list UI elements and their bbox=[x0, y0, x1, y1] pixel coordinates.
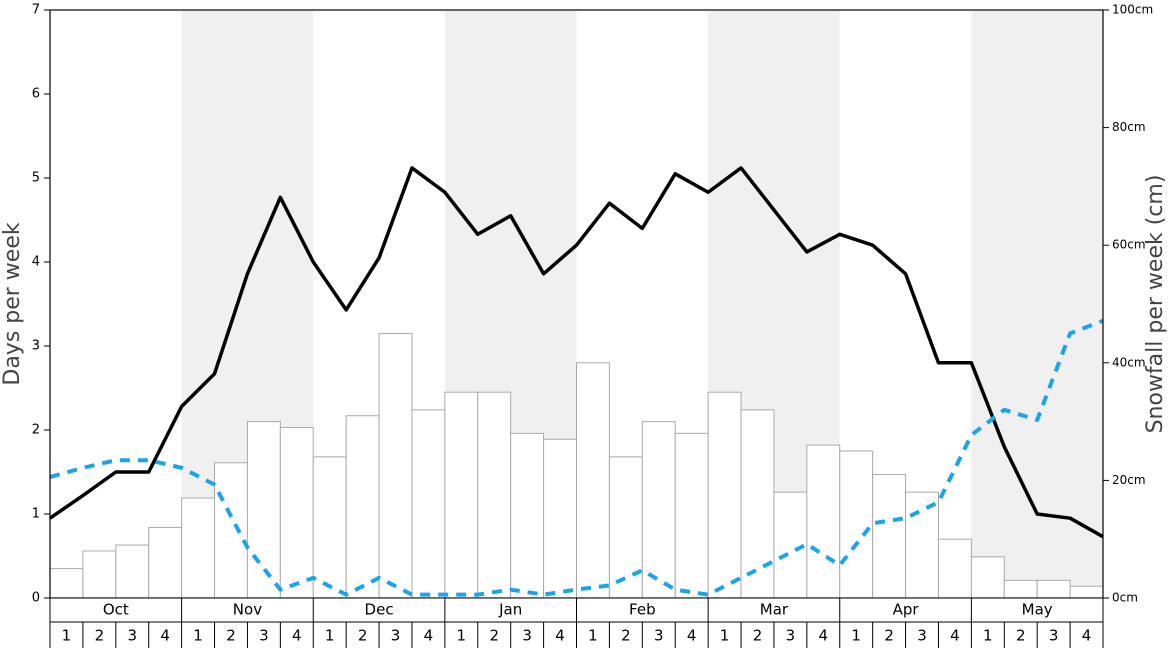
week-label: 2 bbox=[95, 627, 105, 645]
week-label: 1 bbox=[588, 627, 598, 645]
week-label: 1 bbox=[851, 627, 861, 645]
month-label: Dec bbox=[365, 601, 394, 619]
week-label: 2 bbox=[1016, 627, 1026, 645]
month-label: Mar bbox=[760, 601, 789, 619]
week-label: 3 bbox=[391, 627, 401, 645]
bar bbox=[148, 526, 183, 599]
week-label: 4 bbox=[1082, 627, 1092, 645]
bar bbox=[674, 432, 709, 599]
bar bbox=[806, 444, 841, 599]
month-label: Feb bbox=[629, 601, 656, 619]
week-label: 2 bbox=[621, 627, 631, 645]
bar bbox=[905, 491, 939, 599]
bar bbox=[444, 391, 479, 599]
week-label: 4 bbox=[292, 627, 302, 645]
bar bbox=[411, 409, 446, 599]
week-label: 4 bbox=[555, 627, 565, 645]
y-tick-label: 4 bbox=[32, 255, 40, 270]
y-tick-label: 5 bbox=[32, 171, 40, 186]
bar bbox=[181, 497, 216, 599]
bar bbox=[1003, 579, 1038, 599]
bar bbox=[279, 426, 314, 599]
week-label: 2 bbox=[753, 627, 763, 645]
bar bbox=[378, 332, 413, 599]
week-label: 3 bbox=[522, 627, 532, 645]
week-label: 4 bbox=[950, 627, 960, 645]
y-tick-label: 2 bbox=[32, 423, 40, 438]
bar bbox=[1069, 585, 1104, 599]
week-label: 1 bbox=[720, 627, 730, 645]
week-label: 3 bbox=[917, 627, 927, 645]
y-tick-label: 3 bbox=[32, 339, 40, 354]
week-label: 1 bbox=[62, 627, 72, 645]
y2-axis-label: Snowfall per week (cm) bbox=[1143, 175, 1168, 434]
bar bbox=[543, 438, 577, 599]
y2-tick-label: 60cm bbox=[1112, 238, 1146, 252]
bar bbox=[312, 456, 347, 599]
bar bbox=[707, 391, 742, 599]
month-label: Apr bbox=[893, 601, 920, 619]
y-tick-label: 6 bbox=[32, 87, 40, 102]
week-label: 3 bbox=[127, 627, 137, 645]
month-label: May bbox=[1022, 601, 1053, 619]
y2-tick-label: 100cm bbox=[1112, 3, 1153, 17]
y-tick-label: 7 bbox=[32, 3, 40, 18]
bar bbox=[641, 421, 676, 599]
week-label: 4 bbox=[424, 627, 434, 645]
y-tick-label: 0 bbox=[32, 591, 40, 606]
bar bbox=[214, 462, 248, 599]
week-label: 2 bbox=[489, 627, 499, 645]
bar bbox=[970, 556, 1005, 599]
line bbox=[49, 318, 1104, 597]
week-label: 3 bbox=[654, 627, 664, 645]
line bbox=[49, 166, 1104, 539]
bar bbox=[839, 450, 874, 599]
y2-tick-label: 80cm bbox=[1112, 120, 1146, 134]
week-label: 3 bbox=[259, 627, 269, 645]
week-label: 3 bbox=[786, 627, 796, 645]
week-label: 2 bbox=[884, 627, 894, 645]
bar bbox=[345, 415, 380, 599]
y2-tick-label: 0cm bbox=[1112, 591, 1138, 605]
month-band bbox=[971, 10, 1103, 598]
bar bbox=[740, 409, 775, 599]
week-label: 2 bbox=[226, 627, 236, 645]
week-label: 1 bbox=[457, 627, 467, 645]
week-label: 3 bbox=[1049, 627, 1059, 645]
bar bbox=[115, 544, 150, 599]
bar bbox=[608, 456, 643, 599]
bar bbox=[576, 362, 610, 599]
bar bbox=[82, 550, 117, 599]
week-label: 1 bbox=[983, 627, 993, 645]
bar bbox=[49, 568, 84, 599]
week-label: 1 bbox=[325, 627, 335, 645]
week-label: 4 bbox=[687, 627, 697, 645]
y2-tick-label: 40cm bbox=[1112, 355, 1146, 369]
bar bbox=[1036, 579, 1071, 599]
y2-tick-label: 20cm bbox=[1112, 473, 1146, 487]
month-label: Oct bbox=[103, 601, 129, 619]
week-label: 4 bbox=[819, 627, 829, 645]
bar bbox=[510, 432, 545, 599]
month-label: Nov bbox=[233, 601, 262, 619]
month-label: Jan bbox=[498, 601, 522, 619]
week-label: 2 bbox=[358, 627, 368, 645]
y-tick-label: 1 bbox=[32, 507, 40, 522]
bar bbox=[872, 474, 907, 599]
bar bbox=[937, 538, 972, 599]
week-label: 1 bbox=[193, 627, 203, 645]
bar bbox=[477, 391, 512, 599]
week-label: 4 bbox=[160, 627, 170, 645]
y-axis-label: Days per week bbox=[0, 222, 25, 385]
